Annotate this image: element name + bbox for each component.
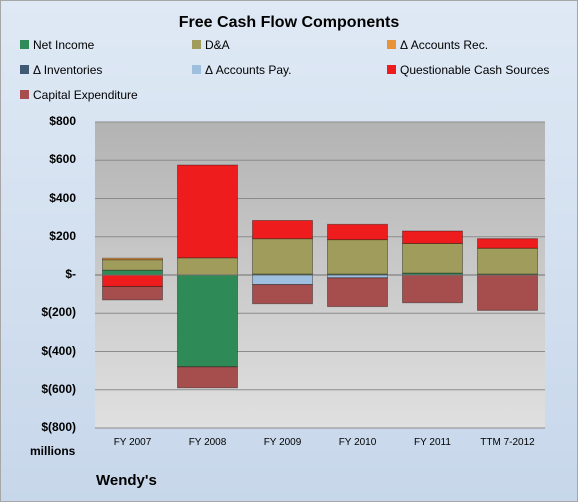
- legend-label: D&A: [205, 38, 230, 52]
- bar-6-4: [402, 274, 463, 304]
- legend-label: Δ Accounts Pay.: [205, 63, 292, 77]
- legend-swatch: [20, 40, 29, 50]
- legend-item: Capital Expenditure: [20, 88, 138, 102]
- y-tick-label: $200: [49, 228, 76, 243]
- bar-5-3: [327, 223, 388, 241]
- legend-label: Capital Expenditure: [33, 88, 138, 102]
- bar-5-2: [252, 219, 313, 240]
- legend-swatch: [192, 40, 201, 50]
- bar-0-0: [102, 269, 163, 276]
- bar-6-3: [327, 277, 388, 308]
- legend-item: Δ Inventories: [20, 63, 102, 77]
- legend-item: Δ Accounts Pay.: [192, 63, 292, 77]
- y-tick-label: $-: [65, 267, 76, 281]
- y-tick-label: $800: [49, 114, 76, 128]
- x-tick-label: TTM 7-2012: [480, 437, 535, 448]
- legend-swatch: [20, 65, 29, 75]
- legend-label: Questionable Cash Sources: [400, 63, 550, 77]
- legend-item: Net Income: [20, 38, 94, 52]
- bar-6-5: [477, 274, 538, 311]
- chart-title: Free Cash Flow Components: [178, 14, 400, 31]
- legend-label: Net Income: [33, 38, 95, 52]
- bar-1-4: [402, 242, 463, 274]
- y-tick-label: $(800): [41, 420, 76, 434]
- legend-swatch: [20, 90, 29, 100]
- y-tick-label: $400: [49, 190, 76, 205]
- bar-5-1: [177, 164, 238, 259]
- bar-1-0: [102, 259, 163, 271]
- legend-swatch: [387, 40, 396, 50]
- y-tick-label: $(400): [41, 343, 76, 358]
- x-tick-label: FY 2010: [338, 437, 377, 448]
- bar-5-4: [402, 230, 463, 244]
- x-tick-label: FY 2007: [113, 437, 152, 448]
- bar-6-1: [177, 366, 238, 389]
- y-tick-label: $(600): [41, 381, 76, 396]
- legend-swatch: [192, 65, 201, 75]
- legend-item: D&A: [192, 38, 230, 52]
- legend-item: Δ Accounts Rec.: [387, 38, 488, 52]
- bar-1-3: [327, 239, 388, 275]
- x-tick-label: FY 2011: [414, 437, 451, 448]
- legend-label: Δ Inventories: [33, 63, 103, 77]
- unit-label: millions: [30, 444, 76, 458]
- bar-6-0: [102, 285, 163, 301]
- y-tick-label: $(200): [41, 305, 76, 320]
- legend-swatch: [387, 65, 396, 75]
- bar-0-1: [177, 274, 238, 368]
- bar-5-0: [102, 274, 163, 287]
- bar-1-5: [477, 247, 538, 275]
- x-tick-label: FY 2008: [188, 437, 227, 448]
- bar-5-5: [477, 238, 538, 249]
- bar-6-2: [252, 284, 313, 305]
- y-tick-label: $600: [49, 152, 76, 167]
- bar-2-0: [102, 257, 163, 261]
- bar-1-2: [252, 238, 313, 275]
- bar-4-2: [252, 274, 313, 286]
- bar-1-1: [177, 257, 238, 276]
- legend-label: Δ Accounts Rec.: [400, 38, 489, 52]
- legend-item: Questionable Cash Sources: [387, 63, 549, 77]
- company-name: Wendy's: [96, 472, 157, 489]
- x-tick-label: FY 2009: [263, 437, 302, 448]
